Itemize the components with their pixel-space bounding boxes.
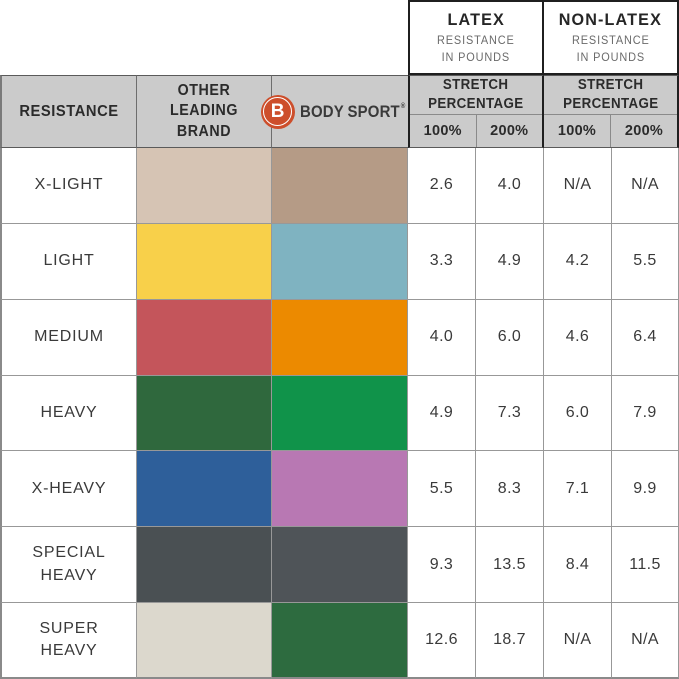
latex-pct-row: 100% 200% xyxy=(410,115,542,147)
bodysport-column-header: B BODY SPORT ® xyxy=(260,75,408,148)
nonlatex-column-group: NON-LATEX RESISTANCE IN POUNDS STRETCH P… xyxy=(544,0,679,148)
latex-100-value: 4.9 xyxy=(408,375,476,452)
latex-200-value: 18.7 xyxy=(476,603,544,679)
other-brand-column-header: OTHER LEADING BRAND xyxy=(137,75,272,148)
nonlatex-200-value: 9.9 xyxy=(612,451,679,528)
row-label-medium: MEDIUM xyxy=(0,299,137,376)
latex-column-group: LATEX RESISTANCE IN POUNDS STRETCH PERCE… xyxy=(408,0,544,148)
latex-100-value: 9.3 xyxy=(408,527,476,604)
latex-100-value: 12.6 xyxy=(408,603,476,679)
nonlatex-pct-row: 100% 200% xyxy=(544,115,677,147)
nonlatex-200-header: 200% xyxy=(624,123,664,139)
latex-100-value: 3.3 xyxy=(408,223,476,300)
latex-title: LATEX xyxy=(447,9,505,29)
other-brand-swatch xyxy=(137,299,272,376)
latex-200-value: 13.5 xyxy=(476,527,544,604)
latex-200-value: 8.3 xyxy=(476,451,544,528)
latex-100-value: 5.5 xyxy=(408,451,476,528)
nonlatex-200-value: 5.5 xyxy=(612,223,679,300)
resistance-column-header: RESISTANCE xyxy=(0,75,137,148)
nonlatex-header: NON-LATEX RESISTANCE IN POUNDS xyxy=(544,0,679,75)
row-label-heavy: HEAVY xyxy=(0,375,137,452)
nonlatex-100-value: 7.1 xyxy=(544,451,612,528)
nonlatex-100-value: 4.6 xyxy=(544,299,612,376)
other-brand-swatch xyxy=(137,148,272,224)
row-label-x-light: X-LIGHT xyxy=(0,148,137,224)
latex-200-value: 6.0 xyxy=(476,299,544,376)
nonlatex-stretch-header: STRETCH PERCENTAGE 100% 200% xyxy=(544,75,679,148)
other-brand-swatch xyxy=(137,603,272,679)
nonlatex-title: NON-LATEX xyxy=(558,9,663,29)
row-label-x-heavy: X-HEAVY xyxy=(0,451,137,528)
bodysport-swatch xyxy=(272,451,408,528)
other-brand-swatch xyxy=(137,375,272,452)
other-brand-swatch xyxy=(137,451,272,528)
nonlatex-200-value: 6.4 xyxy=(612,299,679,376)
blank-corner xyxy=(0,0,408,75)
nonlatex-100-value: 4.2 xyxy=(544,223,612,300)
row-label-super-heavy: SUPER HEAVY xyxy=(0,603,137,679)
nonlatex-100-header: 100% xyxy=(544,115,611,147)
bodysport-swatch xyxy=(272,148,408,224)
nonlatex-200-value: 11.5 xyxy=(612,527,679,604)
bodysport-swatch xyxy=(272,375,408,452)
nonlatex-subtitle: RESISTANCE IN POUNDS xyxy=(571,34,650,64)
bodysport-wordmark: BODY SPORT ® xyxy=(299,101,405,121)
latex-header: LATEX RESISTANCE IN POUNDS xyxy=(408,0,544,75)
latex-200-value: 4.0 xyxy=(476,148,544,224)
bodysport-swatch xyxy=(272,603,408,679)
latex-200-value: 4.9 xyxy=(476,223,544,300)
logo-b-letter: B xyxy=(270,101,285,122)
latex-stretch-label: STRETCH PERCENTAGE xyxy=(410,76,542,115)
bodysport-swatch xyxy=(272,299,408,376)
latex-100-header: 100% xyxy=(410,115,477,147)
latex-subtitle: RESISTANCE IN POUNDS xyxy=(437,34,515,64)
nonlatex-100-value: 8.4 xyxy=(544,527,612,604)
latex-100-value: 4.0 xyxy=(408,299,476,376)
row-label-special-heavy: SPECIAL HEAVY xyxy=(0,527,137,604)
nonlatex-200-value: N/A xyxy=(612,148,679,224)
nonlatex-100-value: N/A xyxy=(544,148,612,224)
bodysport-swatch xyxy=(272,527,408,604)
nonlatex-200-value: N/A xyxy=(612,603,679,679)
latex-100-value: 2.6 xyxy=(408,148,476,224)
registered-mark: ® xyxy=(400,102,405,110)
bodysport-swatch xyxy=(272,223,408,300)
row-label-light: LIGHT xyxy=(0,223,137,300)
bodysport-logo: B BODY SPORT ® xyxy=(260,94,420,129)
latex-200-header: 200% xyxy=(490,123,529,139)
latex-stretch-header: STRETCH PERCENTAGE 100% 200% xyxy=(408,75,544,148)
other-brand-swatch xyxy=(137,527,272,604)
nonlatex-200-value: 7.9 xyxy=(612,375,679,452)
nonlatex-100-value: N/A xyxy=(544,603,612,679)
nonlatex-100-value: 6.0 xyxy=(544,375,612,452)
latex-200-value: 7.3 xyxy=(476,375,544,452)
other-brand-swatch xyxy=(137,223,272,300)
nonlatex-stretch-label: STRETCH PERCENTAGE xyxy=(544,76,677,115)
bodysport-logo-icon: B xyxy=(260,94,295,129)
